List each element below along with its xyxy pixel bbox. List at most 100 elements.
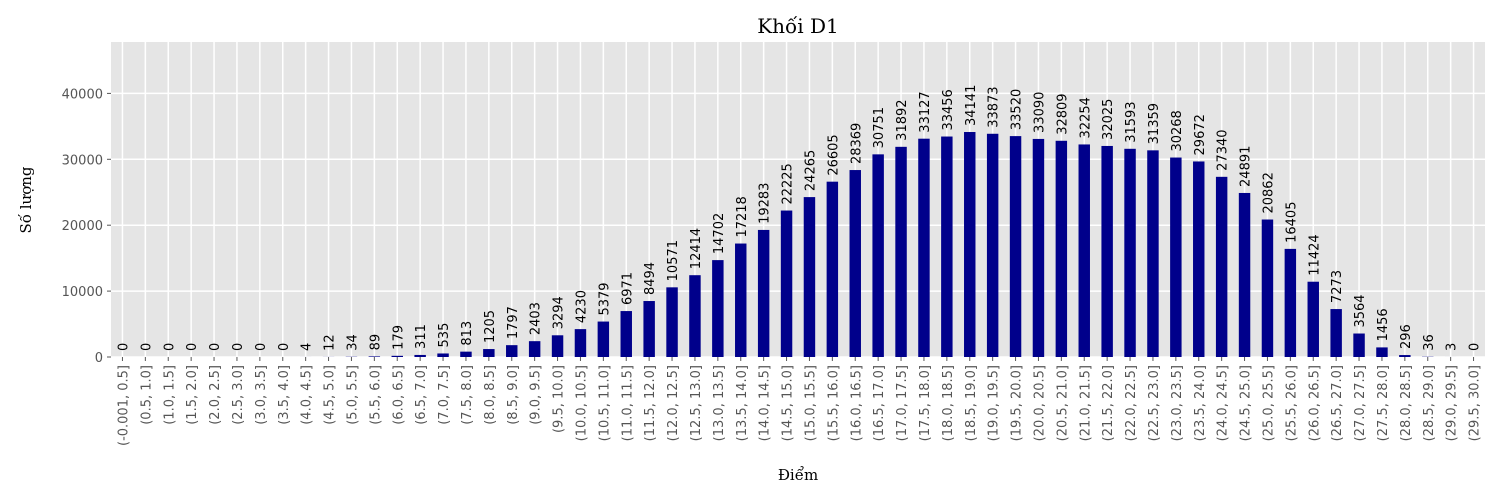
data-label: 14702 xyxy=(712,213,727,254)
x-tick-label: (10.5, 11.0] xyxy=(597,365,612,441)
bar xyxy=(1009,136,1022,357)
x-tick-label: (11.0, 11.5] xyxy=(620,365,635,441)
data-label: 29672 xyxy=(1193,114,1208,155)
x-tick-label: (14.5, 15.0] xyxy=(781,365,796,441)
bar xyxy=(1078,144,1090,357)
x-tick-label: (23.0, 23.5] xyxy=(1170,365,1185,441)
x-tick-label: (24.0, 24.5] xyxy=(1216,365,1231,441)
data-label: 17218 xyxy=(735,196,750,237)
bar xyxy=(551,335,564,357)
x-tick-label: (12.0, 12.5] xyxy=(666,365,681,441)
bar xyxy=(1261,219,1274,357)
data-label: 3294 xyxy=(552,296,567,329)
x-tick-label: (9.0, 9.5] xyxy=(529,365,544,425)
data-label: 1797 xyxy=(506,306,521,339)
data-label: 36 xyxy=(1422,334,1437,351)
bar xyxy=(437,353,449,357)
bar xyxy=(414,354,426,357)
x-tick-label: (22.0, 22.5] xyxy=(1124,365,1139,441)
x-tick-label: (11.5, 12.0] xyxy=(643,365,658,441)
data-label: 34141 xyxy=(964,85,979,126)
x-tick-label: (19.5, 20.0] xyxy=(1010,365,1025,441)
bar xyxy=(712,260,724,357)
bar xyxy=(872,154,884,357)
bar xyxy=(1399,355,1411,357)
bar xyxy=(689,275,701,357)
x-tick-label: (14.0, 14.5] xyxy=(758,365,773,441)
bar xyxy=(1055,140,1068,357)
data-label: 32254 xyxy=(1078,97,1093,138)
x-tick-label: (5.5, 6.0] xyxy=(368,365,383,425)
data-label: 24891 xyxy=(1239,146,1254,187)
bar xyxy=(368,356,381,357)
x-tick-label: (10.0, 10.5] xyxy=(574,365,589,441)
x-tick-label: (24.5, 25.0] xyxy=(1239,365,1254,441)
x-tick-label: (26.0, 26.5] xyxy=(1307,365,1322,441)
bar xyxy=(964,132,976,357)
bar xyxy=(1032,138,1045,357)
x-tick-label: (19.0, 19.5] xyxy=(987,365,1002,441)
data-label: 33090 xyxy=(1032,92,1047,133)
x-tick-label: (-0.001, 0.5] xyxy=(116,365,131,446)
x-tick-label: (2.0, 2.5] xyxy=(208,365,223,425)
bar xyxy=(391,355,403,357)
bar xyxy=(1147,150,1159,357)
bar xyxy=(941,136,953,357)
bar xyxy=(1193,161,1205,357)
data-label: 0 xyxy=(1468,343,1483,351)
x-tick-label: (18.5, 19.0] xyxy=(964,365,979,441)
data-label: 0 xyxy=(185,343,200,351)
data-label: 5379 xyxy=(597,282,612,315)
y-axis-label: Số lượng xyxy=(17,166,35,233)
bar xyxy=(826,181,839,357)
x-tick-label: (18.0, 18.5] xyxy=(941,365,956,441)
data-label: 33520 xyxy=(1010,89,1025,130)
bar xyxy=(528,341,541,357)
plot-background xyxy=(111,42,1485,357)
x-tick-label: (1.5, 2.0] xyxy=(185,365,200,425)
x-tick-label: (13.0, 13.5] xyxy=(712,365,727,441)
data-label: 33873 xyxy=(987,86,1002,127)
x-tick-label: (27.5, 28.0] xyxy=(1376,365,1391,441)
x-tick-label: (8.0, 8.5] xyxy=(483,365,498,425)
data-label: 6971 xyxy=(620,272,635,305)
x-tick-label: (29.0, 29.5] xyxy=(1445,365,1460,441)
x-tick-label: (25.5, 26.0] xyxy=(1284,365,1299,441)
bar xyxy=(780,210,793,357)
data-label: 296 xyxy=(1399,324,1414,349)
data-label: 31593 xyxy=(1124,101,1139,142)
x-tick-label: (4.0, 4.5] xyxy=(300,365,315,425)
data-label: 22225 xyxy=(781,163,796,204)
x-tick-label: (20.0, 20.5] xyxy=(1032,365,1047,441)
data-label: 16405 xyxy=(1284,202,1299,243)
data-label: 0 xyxy=(254,343,269,351)
data-label: 3 xyxy=(1445,343,1460,351)
data-label: 31892 xyxy=(895,99,910,140)
bar xyxy=(1124,148,1136,357)
x-tick-label: (0.5, 1.0] xyxy=(139,365,154,425)
x-tick-label: (16.0, 16.5] xyxy=(849,365,864,441)
y-tick-label: 10000 xyxy=(62,285,103,300)
x-tick-label: (21.5, 22.0] xyxy=(1101,365,1116,441)
bar xyxy=(986,133,999,357)
data-label: 34 xyxy=(345,334,360,351)
data-label: 7273 xyxy=(1330,270,1345,303)
bar xyxy=(643,301,655,357)
bar xyxy=(735,243,747,357)
data-label: 179 xyxy=(391,325,406,350)
x-axis-label: Điểm xyxy=(778,466,818,484)
x-tick-label: (7.0, 7.5] xyxy=(437,365,452,425)
data-label: 813 xyxy=(460,321,475,346)
bar xyxy=(803,197,816,357)
data-label: 1456 xyxy=(1376,308,1391,341)
bar xyxy=(1307,281,1319,357)
bar xyxy=(1353,333,1365,357)
data-label: 33456 xyxy=(941,89,956,130)
x-tick-label: (21.0, 21.5] xyxy=(1078,365,1093,441)
data-label: 12414 xyxy=(689,228,704,269)
x-tick-label: (28.5, 29.0] xyxy=(1422,365,1437,441)
data-label: 20862 xyxy=(1261,172,1276,213)
data-label: 11424 xyxy=(1307,234,1322,275)
data-label: 2403 xyxy=(529,302,544,335)
